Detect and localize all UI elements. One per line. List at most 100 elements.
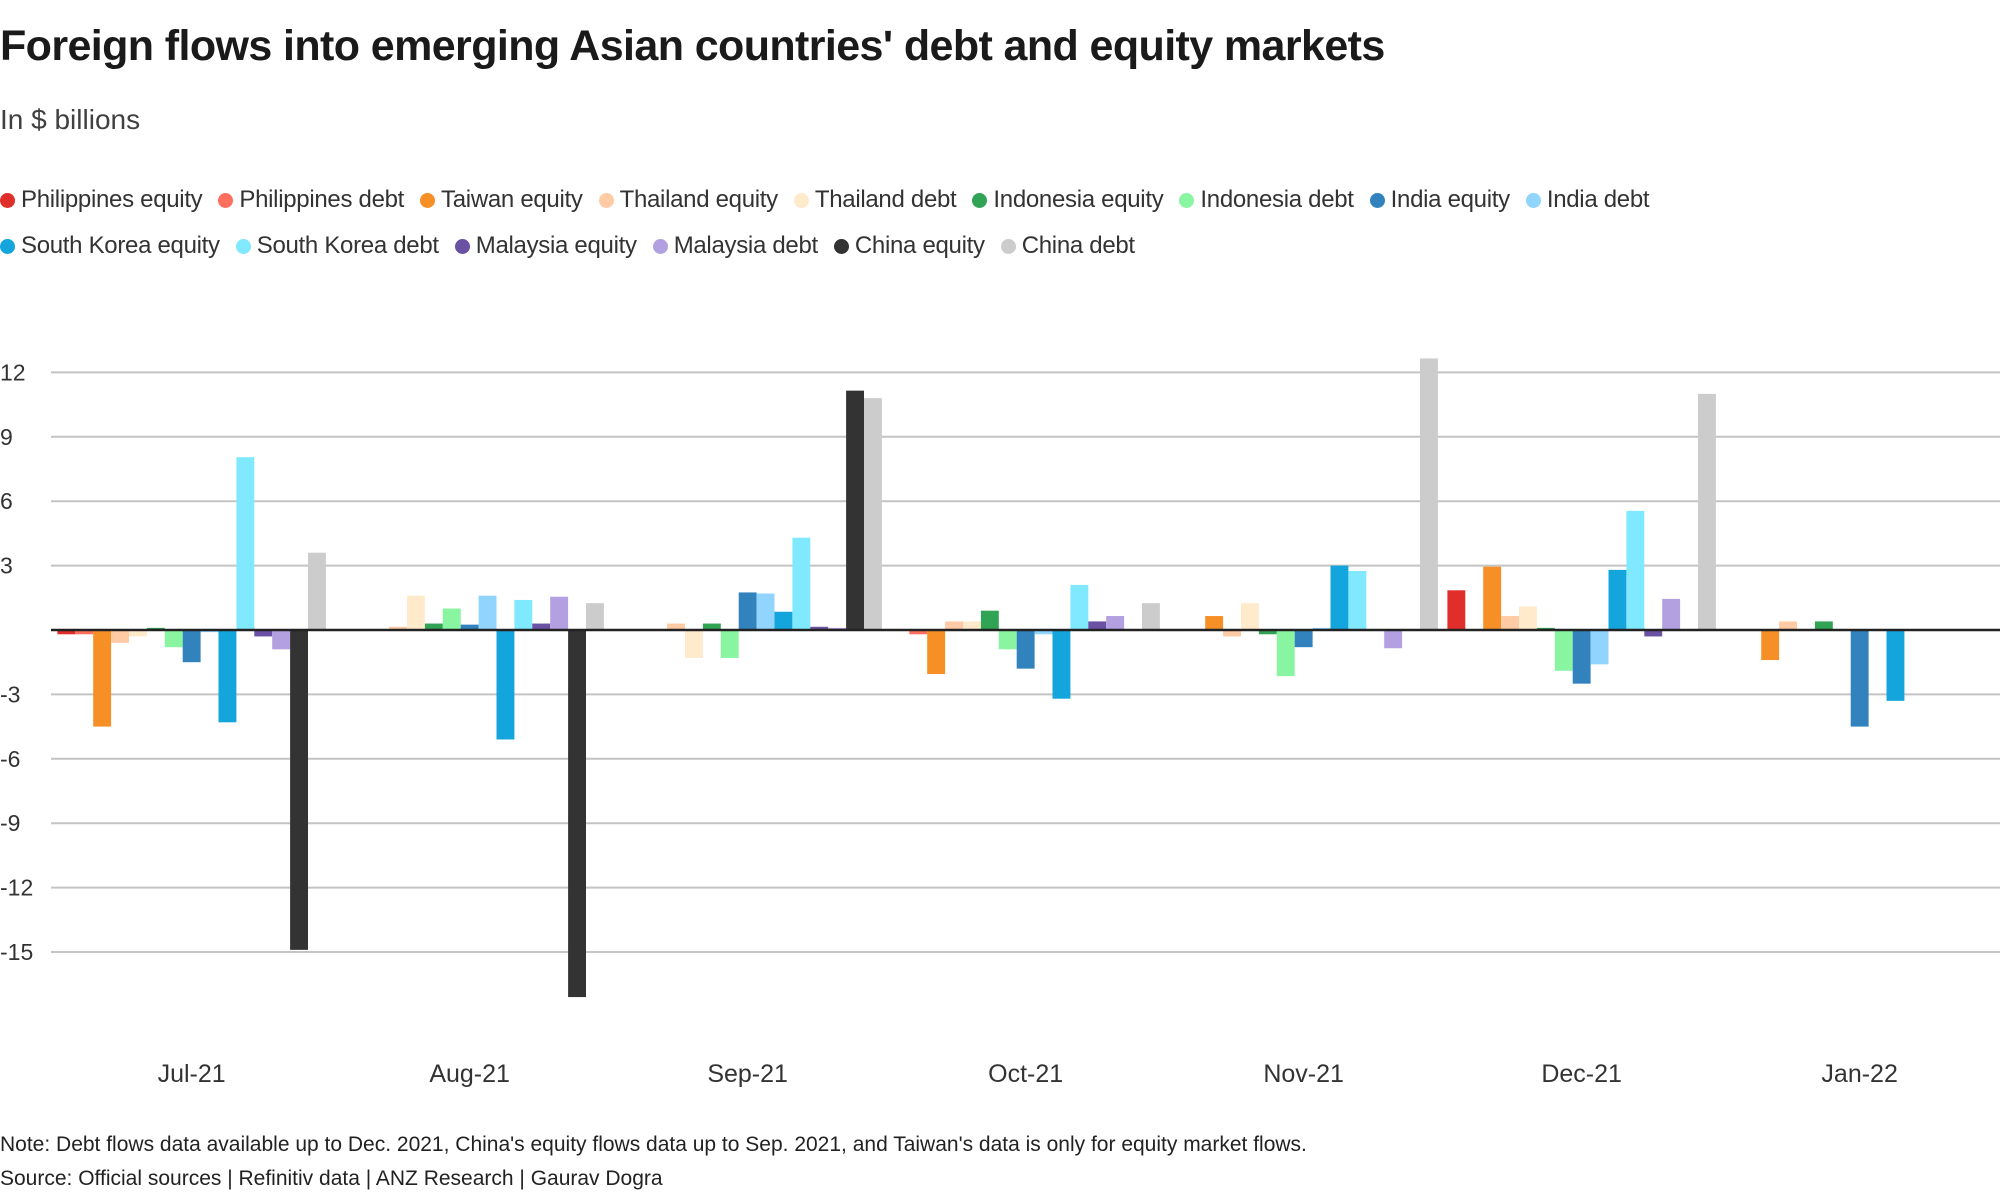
bar-south-korea-equity-jul-21 <box>218 630 237 723</box>
y-tick-label: 12 <box>0 359 26 385</box>
legend-label: Philippines equity <box>21 186 203 213</box>
bar-thailand-equity-aug-21 <box>389 626 407 630</box>
legend-swatch-icon <box>598 192 614 208</box>
bar-malaysia-debt-oct-21 <box>1106 616 1125 630</box>
bar-malaysia-equity-sep-21 <box>810 626 829 630</box>
bar-india-equity-oct-21 <box>1016 630 1035 669</box>
bar-india-debt-aug-21 <box>478 595 497 630</box>
legend-item[interactable]: Thailand debt <box>793 186 957 214</box>
legend-swatch-icon <box>1369 192 1385 208</box>
bar-malaysia-equity-dec-21 <box>1644 630 1663 637</box>
bar-thailand-debt-nov-21 <box>1241 603 1259 630</box>
x-tick-label: Jul-21 <box>158 1060 226 1088</box>
legend-item[interactable]: Thailand equity <box>598 186 779 214</box>
y-tick-label: 3 <box>0 553 13 579</box>
bar-thailand-debt-aug-21 <box>407 595 425 630</box>
legend-label: Malaysia equity <box>475 232 637 259</box>
x-tick-label: Jan-22 <box>1821 1060 1897 1088</box>
bar-malaysia-debt-aug-21 <box>550 596 569 630</box>
bar-thailand-equity-dec-21 <box>1501 616 1519 630</box>
legend-item[interactable]: Philippines debt <box>218 186 404 214</box>
bar-indonesia-equity-nov-21 <box>1258 630 1277 635</box>
y-tick-label: -3 <box>0 681 20 707</box>
bar-malaysia-equity-aug-21 <box>532 623 551 630</box>
y-tick-label: -9 <box>0 810 20 836</box>
x-tick-label: Nov-21 <box>1263 1060 1344 1088</box>
y-tick-label: 9 <box>0 424 13 450</box>
bar-india-equity-jul-21 <box>182 630 201 663</box>
bar-china-debt-oct-21 <box>1142 603 1160 630</box>
legend-item[interactable]: Indonesia equity <box>972 186 1164 214</box>
legend-label: Malaysia debt <box>673 232 818 259</box>
legend-label: Thailand equity <box>619 186 779 213</box>
bar-south-korea-debt-oct-21 <box>1070 584 1089 630</box>
legend-item[interactable]: Philippines equity <box>0 186 203 214</box>
bar-thailand-equity-oct-21 <box>945 621 963 630</box>
bar-thailand-debt-oct-21 <box>963 621 981 630</box>
bar-philippines-debt-jul-21 <box>75 630 94 635</box>
bar-malaysia-equity-oct-21 <box>1088 621 1107 630</box>
x-tick-label: Oct-21 <box>988 1060 1063 1088</box>
source-line: Source: Official sources | Refinitiv dat… <box>0 1167 663 1190</box>
legend-item[interactable]: Taiwan equity <box>420 186 583 214</box>
legend-item[interactable]: Malaysia debt <box>652 232 818 260</box>
bar-thailand-equity-jan-22 <box>1779 621 1797 630</box>
bar-china-equity-aug-21 <box>568 630 586 998</box>
bar-indonesia-equity-sep-21 <box>702 623 721 630</box>
footnote: Note: Debt flows data available up to De… <box>0 1133 1307 1156</box>
legend-item[interactable]: India equity <box>1369 186 1510 214</box>
legend-item[interactable]: South Korea equity <box>0 232 220 260</box>
bar-malaysia-debt-jul-21 <box>272 630 291 650</box>
bar-philippines-equity-dec-21 <box>1447 590 1466 630</box>
legend-item[interactable]: Malaysia equity <box>454 232 637 260</box>
legend-swatch-icon <box>218 192 234 208</box>
bar-south-korea-debt-jul-21 <box>236 457 255 630</box>
legend-swatch-icon <box>0 238 15 254</box>
bar-malaysia-debt-nov-21 <box>1384 630 1403 649</box>
legend-label: Taiwan equity <box>441 186 583 213</box>
y-tick-label: -15 <box>0 939 33 965</box>
bar-south-korea-equity-dec-21 <box>1608 569 1627 630</box>
bar-south-korea-equity-oct-21 <box>1052 630 1071 699</box>
bar-south-korea-debt-aug-21 <box>514 599 533 630</box>
y-tick-label: -12 <box>0 875 33 901</box>
bar-south-korea-debt-dec-21 <box>1626 510 1645 630</box>
bar-indonesia-debt-oct-21 <box>998 630 1017 650</box>
bar-south-korea-debt-nov-21 <box>1348 570 1367 630</box>
legend-item[interactable]: Indonesia debt <box>1179 186 1354 214</box>
bar-china-debt-dec-21 <box>1698 393 1716 630</box>
bar-thailand-equity-jul-21 <box>111 630 129 643</box>
legend-item[interactable]: China debt <box>1000 232 1135 260</box>
legend-label: India debt <box>1546 186 1650 213</box>
legend-swatch-icon <box>652 238 668 254</box>
bar-china-debt-aug-21 <box>586 603 604 630</box>
bar-taiwan-equity-jan-22 <box>1761 630 1780 661</box>
y-tick-label: 6 <box>0 488 13 514</box>
legend-item[interactable]: South Korea debt <box>235 232 439 260</box>
bar-malaysia-equity-jul-21 <box>254 630 273 637</box>
bar-south-korea-equity-sep-21 <box>774 611 793 630</box>
bar-indonesia-equity-oct-21 <box>980 610 999 630</box>
legend-swatch-icon <box>793 192 809 208</box>
legend-label: South Korea equity <box>21 232 220 259</box>
legend-item[interactable]: China equity <box>833 232 985 260</box>
bar-philippines-equity-jul-21 <box>57 630 76 635</box>
bar-indonesia-equity-aug-21 <box>424 623 443 630</box>
bar-indonesia-debt-aug-21 <box>442 608 461 630</box>
bar-philippines-debt-oct-21 <box>909 630 928 635</box>
x-tick-label: Dec-21 <box>1541 1060 1622 1088</box>
legend-label: China debt <box>1021 232 1135 259</box>
bar-india-equity-sep-21 <box>738 592 757 630</box>
legend-label: Thailand debt <box>814 186 957 213</box>
bar-taiwan-equity-nov-21 <box>1205 616 1224 630</box>
bar-indonesia-debt-sep-21 <box>720 630 739 658</box>
bar-india-debt-sep-21 <box>756 593 775 630</box>
legend-label: South Korea debt <box>256 232 439 259</box>
legend-row-2: South Korea equity South Korea debt Malays… <box>0 232 1135 260</box>
x-tick-label: Aug-21 <box>429 1060 510 1088</box>
bar-taiwan-equity-jul-21 <box>93 630 112 727</box>
x-tick-label: Sep-21 <box>707 1060 788 1088</box>
bar-india-debt-oct-21 <box>1034 630 1053 635</box>
legend-swatch-icon <box>833 238 849 254</box>
legend-item[interactable]: India debt <box>1525 186 1650 214</box>
